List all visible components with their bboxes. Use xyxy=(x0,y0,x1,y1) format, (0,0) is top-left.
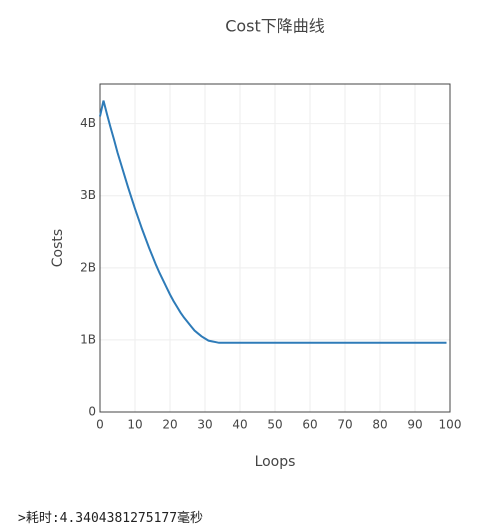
plot-frame xyxy=(99,83,451,413)
chart-title: Cost下降曲线 xyxy=(225,17,325,36)
chart: Cost下降曲线 Loops Costs 0 1B 2B 3B 4B 0 10 20 30 40 5… xyxy=(50,17,462,471)
y-axis-title: Costs xyxy=(50,229,66,267)
x-tick-label: 70 xyxy=(337,418,352,432)
page: Cost下降曲线 Loops Costs 0 1B 2B 3B 4B 0 10 20 30 40 5… xyxy=(18,16,462,526)
x-tick-label: 50 xyxy=(267,418,282,432)
y-tick-label: 0 xyxy=(88,405,96,419)
x-tick-label: 90 xyxy=(407,418,422,432)
x-tick-label: 100 xyxy=(439,418,462,432)
y-tick-label: 1B xyxy=(80,332,96,346)
y-tick-label: 3B xyxy=(80,188,96,202)
x-tick-label: 20 xyxy=(162,418,177,432)
x-tick-label: 80 xyxy=(372,418,387,432)
data-line xyxy=(99,100,447,344)
x-axis-title: Loops xyxy=(255,454,296,470)
x-tick-label: 60 xyxy=(302,418,317,432)
footer-text: >耗时:4.3404381275177毫秒 xyxy=(18,511,204,526)
x-tick-label: 0 xyxy=(96,418,104,432)
x-tick-label: 30 xyxy=(197,418,212,432)
x-tick-label: 10 xyxy=(127,418,142,432)
y-tick-label: 2B xyxy=(80,260,96,274)
x-tick-label: 40 xyxy=(232,418,247,432)
y-tick-label: 4B xyxy=(80,116,96,130)
